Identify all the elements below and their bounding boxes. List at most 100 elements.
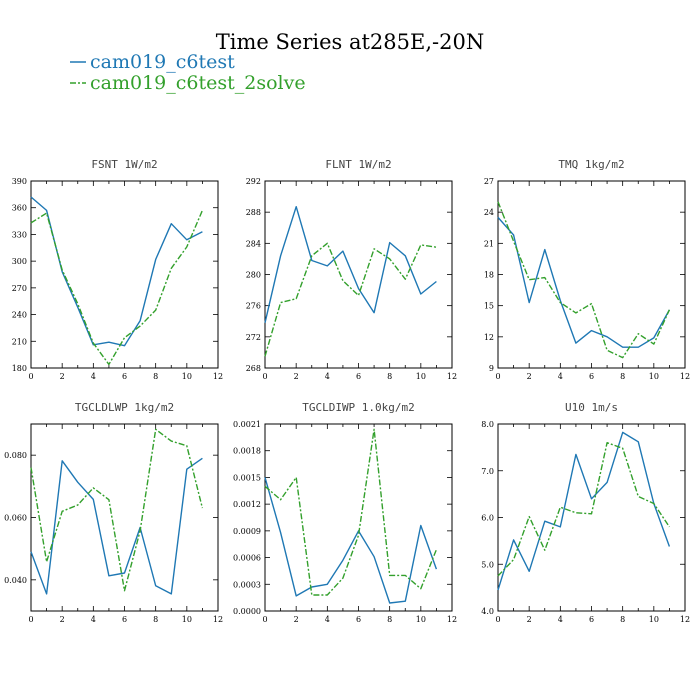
y-tick-label-1-6: 292: [246, 177, 261, 186]
y-tick-label-5-3: 7.0: [481, 467, 494, 476]
x-tick-label-2-0: 0: [495, 372, 500, 381]
panel-3: TGCLDLWP 1kg/m2 0 2 4 6 8 10 12 0.040 0.060 0.080: [4, 401, 223, 624]
x-tick-label-5-5: 10: [649, 615, 659, 624]
panel-frame-5: [497, 423, 686, 612]
panel-title-5: U10 1m/s: [565, 401, 618, 414]
y-tick-label-0-5: 330: [12, 230, 27, 239]
x-tick-label-0-6: 12: [213, 372, 223, 381]
x-tick-label-3-1: 2: [60, 615, 65, 624]
x-tick-label-0-4: 8: [153, 372, 158, 381]
panel-0: FSNT 1W/m2 0 2 4 6 8 10 12 180 210 240 270 300 330 360…: [12, 158, 223, 381]
x-tick-label-1-2: 4: [325, 372, 330, 381]
y-tick-label-4-6: 0.0018: [233, 447, 261, 456]
y-tick-label-5-2: 6.0: [481, 514, 494, 523]
y-tick-label-4-4: 0.0012: [233, 500, 261, 509]
panel-title-3: TGCLDLWP 1kg/m2: [75, 401, 174, 414]
x-tick-label-4-4: 8: [387, 615, 392, 624]
x-tick-label-0-2: 4: [91, 372, 96, 381]
x-tick-label-1-6: 12: [447, 372, 457, 381]
y-tick-label-4-1: 0.0003: [233, 580, 261, 589]
panel-title-4: TGCLDIWP 1.0kg/m2: [302, 401, 415, 414]
series-line-3-0: [30, 457, 203, 595]
y-tick-label-0-3: 270: [12, 284, 27, 293]
x-tick-label-5-4: 8: [620, 615, 625, 624]
panel-title-0: FSNT 1W/m2: [91, 158, 157, 171]
y-tick-label-3-0: 0.040: [4, 576, 27, 585]
series-line-5-0: [497, 431, 671, 591]
x-tick-label-5-0: 0: [495, 615, 500, 624]
y-tick-label-5-1: 5.0: [481, 560, 494, 569]
y-tick-label-2-5: 24: [484, 208, 494, 217]
series-line-4-0: [264, 477, 438, 604]
y-tick-label-0-7: 390: [12, 177, 27, 186]
y-tick-label-0-0: 180: [12, 364, 27, 373]
y-tick-label-3-1: 0.060: [4, 514, 27, 523]
x-tick-label-4-0: 0: [262, 615, 267, 624]
y-tick-label-4-3: 0.0009: [233, 527, 261, 536]
x-tick-label-2-3: 6: [589, 372, 594, 381]
panel-frame-2: [497, 180, 686, 369]
x-tick-label-1-1: 2: [294, 372, 299, 381]
x-tick-label-3-4: 8: [153, 615, 158, 624]
y-tick-label-3-2: 0.080: [4, 451, 27, 460]
panel-frame-0: [30, 180, 219, 369]
y-tick-label-2-2: 15: [484, 302, 494, 311]
panel-4: TGCLDIWP 1.0kg/m2 0 2 4 6 8 10 12 0.0000 0.0003 0.…: [233, 401, 457, 624]
y-tick-label-2-6: 27: [484, 177, 494, 186]
x-tick-label-5-3: 6: [589, 615, 594, 624]
x-tick-label-0-1: 2: [60, 372, 65, 381]
x-tick-label-0-3: 6: [122, 372, 127, 381]
y-tick-label-4-2: 0.0006: [233, 554, 261, 563]
x-tick-label-3-2: 4: [91, 615, 96, 624]
x-tick-label-4-1: 2: [294, 615, 299, 624]
x-tick-label-3-3: 6: [122, 615, 127, 624]
y-tick-label-4-0: 0.0000: [233, 607, 261, 616]
legend-label-1: cam019_c6test_2solve: [90, 72, 306, 94]
x-tick-label-0-0: 0: [28, 372, 33, 381]
x-tick-label-2-1: 2: [527, 372, 532, 381]
y-tick-label-5-0: 4.0: [481, 607, 494, 616]
x-tick-label-1-0: 0: [262, 372, 267, 381]
y-tick-label-2-4: 21: [484, 239, 494, 248]
x-tick-label-2-6: 12: [680, 372, 690, 381]
x-tick-label-1-3: 6: [356, 372, 361, 381]
x-tick-label-3-0: 0: [28, 615, 33, 624]
series-line-3-1: [30, 428, 204, 592]
panel-frame-1: [264, 180, 453, 369]
legend-label-0: cam019_c6test: [90, 51, 235, 73]
y-tick-label-1-1: 272: [246, 333, 261, 342]
panel-frame-3: [30, 423, 219, 612]
y-tick-label-2-1: 12: [484, 333, 494, 342]
x-tick-label-5-1: 2: [527, 615, 532, 624]
x-tick-label-1-5: 10: [416, 372, 426, 381]
panels: FSNT 1W/m20 2 4 6 8 10 12180210240270300330360…: [4, 158, 690, 624]
x-tick-label-4-6: 12: [447, 615, 457, 624]
y-tick-label-0-2: 240: [12, 311, 27, 320]
y-tick-label-1-0: 268: [246, 364, 261, 373]
series-line-4-1: [264, 428, 438, 596]
series-line-5-1: [497, 442, 670, 577]
y-tick-label-1-3: 280: [246, 271, 261, 280]
panel-1: FLNT 1W/m2 0 2 4 6 8 10 12 268 272 276 280 284 288 292: [246, 158, 457, 381]
x-tick-label-2-2: 4: [558, 372, 563, 381]
y-tick-label-0-1: 210: [12, 337, 27, 346]
series-line-0-0: [30, 196, 203, 347]
x-tick-label-2-4: 8: [620, 372, 625, 381]
x-tick-label-1-4: 8: [387, 372, 392, 381]
y-tick-label-4-5: 0.0015: [233, 473, 261, 482]
panel-title-2: TMQ 1kg/m2: [558, 158, 624, 171]
figure-title: Time Series at285E,-20N: [216, 30, 484, 54]
series-line-2-0: [497, 216, 671, 348]
x-tick-label-0-5: 10: [182, 372, 192, 381]
y-tick-label-4-7: 0.0021: [233, 420, 261, 429]
y-tick-label-0-4: 300: [12, 257, 27, 266]
y-tick-label-2-3: 18: [484, 271, 494, 280]
panel-title-1: FLNT 1W/m2: [325, 158, 391, 171]
series-line-1-1: [264, 242, 437, 357]
y-tick-label-5-4: 8.0: [481, 420, 494, 429]
x-tick-label-2-5: 10: [649, 372, 659, 381]
series-line-0-1: [30, 210, 204, 366]
